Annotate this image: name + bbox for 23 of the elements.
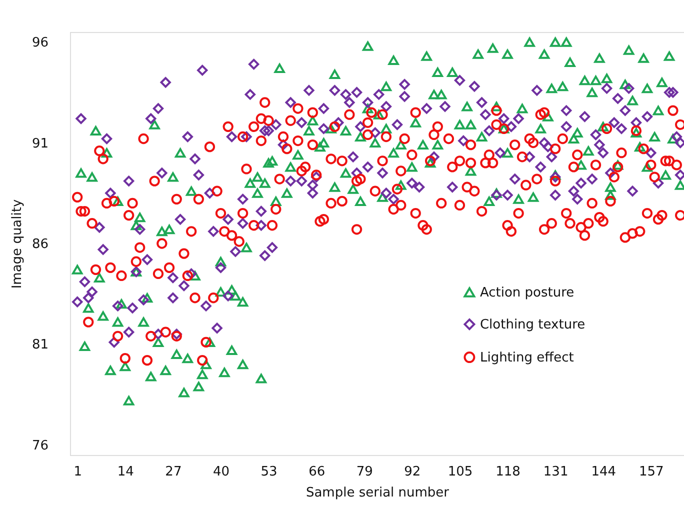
legend-label: Lighting effect <box>480 350 574 366</box>
x-tick-label: 144 <box>591 464 616 480</box>
y-tick-label: 86 <box>32 237 48 252</box>
x-tick-label: 1 <box>74 464 82 480</box>
x-tick-label: 79 <box>356 464 373 480</box>
x-tick-label: 27 <box>165 464 182 480</box>
x-tick-label: 157 <box>638 464 664 480</box>
y-tick-label: 76 <box>32 438 48 454</box>
legend-label: Clothing texture <box>480 317 586 332</box>
y-tick-label: 91 <box>32 136 48 152</box>
x-tick-label: 131 <box>543 464 568 480</box>
x-tick-label: 14 <box>117 464 134 480</box>
x-tick-label: 92 <box>404 464 421 480</box>
y-tick-label: 81 <box>32 338 48 353</box>
x-tick-label: 66 <box>308 464 326 480</box>
y-tick-label: 96 <box>32 36 48 51</box>
x-tick-label: 53 <box>260 464 278 480</box>
legend-label: Action posture <box>480 285 574 300</box>
x-tick-label: 105 <box>448 464 473 480</box>
x-axis-title: Sample serial number <box>306 486 450 500</box>
x-tick-label: 40 <box>212 464 230 480</box>
x-tick-label: 118 <box>496 464 520 480</box>
y-axis-title: Image quality <box>10 199 25 289</box>
